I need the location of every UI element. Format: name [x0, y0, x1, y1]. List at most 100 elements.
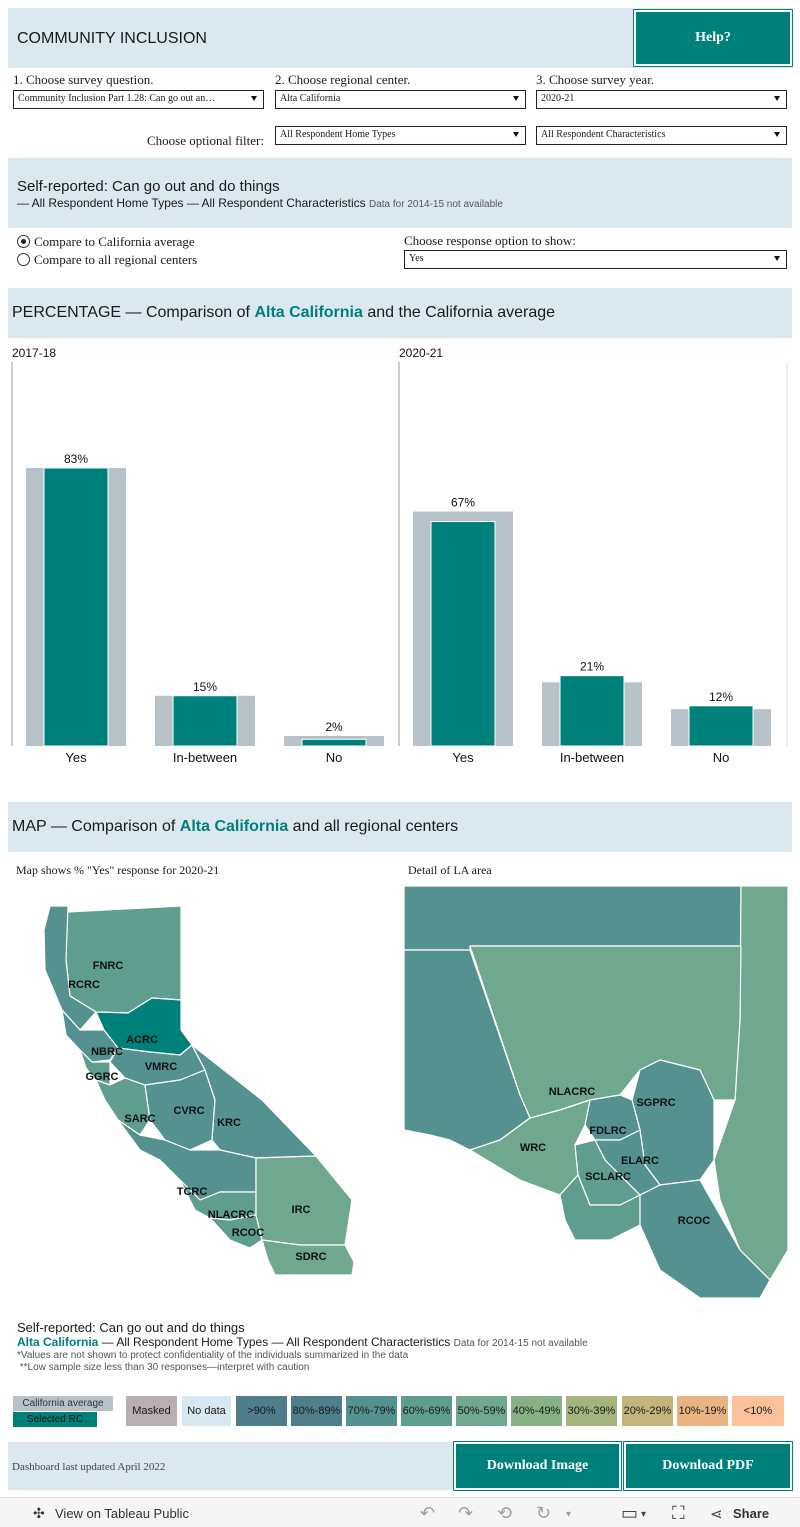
map-header-suffix: and all regional centers — [288, 818, 459, 835]
map-label-acrc: ACRC — [126, 1034, 158, 1046]
la-label-rcoc: RCOC — [678, 1215, 710, 1227]
la-label-sgprc: SGPRC — [636, 1097, 675, 1109]
map-label-rcoc: RCOC — [232, 1227, 264, 1239]
compare-all-label[interactable]: Compare to all regional centers — [34, 252, 198, 267]
share-button[interactable]: Share — [733, 1506, 770, 1521]
map-header: MAP — Comparison of Alta California and … — [12, 818, 458, 836]
summary-subtitle: — All Respondent Home Types — All Respon… — [17, 196, 503, 210]
la-region-rcoc — [639, 1179, 771, 1299]
fullscreen-icon[interactable]: ⛶ — [672, 1503, 685, 1523]
la-region-north — [404, 885, 742, 951]
la-map-labels: NLACRC SGPRC FDLRC WRC ELARC SCLARC RCOC — [520, 1086, 710, 1227]
legend-item: 10%-19% — [677, 1396, 728, 1426]
compare-all-radio[interactable] — [17, 253, 30, 266]
summary-title: Self-reported: Can go out and do things — [17, 178, 280, 195]
chevron-down-icon — [774, 256, 780, 261]
legend-item: Masked — [126, 1396, 177, 1426]
map-label-rcrc: RCRC — [68, 979, 100, 991]
response-option-dropdown[interactable]: Yes — [404, 250, 787, 269]
help-button[interactable]: Help? — [633, 9, 793, 67]
category-label: No — [326, 750, 343, 765]
download-image-button[interactable]: Download Image — [453, 1441, 622, 1491]
panel-year-label: 2017-18 — [12, 346, 56, 360]
la-label-sclarc: SCLARC — [585, 1171, 631, 1183]
la-label-fdlrc: FDLRC — [589, 1125, 626, 1137]
map-caption: Map shows % "Yes" response for 2020-21 — [16, 863, 220, 877]
chevron-down-icon — [774, 96, 780, 101]
question-dropdown[interactable]: Community Inclusion Part 1.28: Can go ou… — [13, 90, 264, 109]
home-type-dropdown[interactable]: All Respondent Home Types — [275, 126, 526, 145]
map-label-cvrc: CVRC — [173, 1105, 204, 1117]
chevron-down-icon — [513, 96, 519, 101]
category-label: In-between — [560, 750, 624, 765]
redo-icon[interactable]: ↷ — [458, 1503, 474, 1523]
map-header-band — [8, 802, 792, 852]
bar-selected-rc — [43, 467, 109, 747]
footer-summary-rc: Alta California — [17, 1335, 99, 1349]
bar-value-label: 67% — [451, 496, 475, 510]
footnote-confidential: *Values are not shown to protect confide… — [17, 1350, 409, 1361]
map-label-sdrc: SDRC — [295, 1251, 326, 1263]
home-type-value: All Respondent Home Types — [280, 129, 396, 140]
revert-icon[interactable]: ⟲ — [497, 1503, 513, 1523]
bar-value-label: 2% — [325, 720, 343, 734]
compare-ca-radio[interactable] — [17, 235, 30, 248]
map-label-tcrc: TCRC — [177, 1186, 208, 1198]
legend-item: No data — [182, 1396, 231, 1426]
bar-chart: 2017-18 83% Yes 15% In-between 2% No 2020-21 67%… — [11, 346, 788, 765]
legend-ca-average: California average — [13, 1396, 113, 1411]
legend-item: 40%-49% — [511, 1396, 562, 1426]
footer-summary-line: Alta California — All Respondent Home Ty… — [17, 1335, 588, 1349]
category-label: No — [713, 750, 730, 765]
rc-dropdown[interactable]: Alta California — [275, 90, 526, 109]
legend-item: 60%-69% — [401, 1396, 452, 1426]
footer-summary-note: Data for 2014-15 not available — [453, 1338, 588, 1349]
chevron-down-icon[interactable]: ▾ — [566, 1509, 572, 1520]
legend-item: >90% — [236, 1396, 287, 1426]
year-label: 3. Choose survey year. — [536, 72, 655, 87]
share-icon[interactable]: ⋖ — [710, 1506, 723, 1523]
percentage-header-rc: Alta California — [254, 304, 363, 321]
summary-note: Data for 2014-15 not available — [368, 199, 503, 210]
map-label-krc: KRC — [217, 1117, 241, 1129]
download-pdf-button[interactable]: Download PDF — [623, 1441, 793, 1491]
la-label-wrc: WRC — [520, 1142, 546, 1154]
percentage-header-suffix: and the California average — [362, 304, 556, 321]
bar-value-label: 83% — [64, 452, 88, 466]
percentage-header: PERCENTAGE — Comparison of Alta Californ… — [12, 304, 555, 322]
rc-value: Alta California — [280, 93, 341, 104]
response-option-value: Yes — [409, 253, 424, 264]
tableau-toolbar — [0, 1497, 800, 1527]
year-dropdown[interactable]: 2020-21 — [536, 90, 787, 109]
legend-item: 80%-89% — [291, 1396, 342, 1426]
map-label-irc: IRC — [292, 1204, 311, 1216]
legend-selected-rc: Selected RC — [13, 1412, 97, 1427]
comment-icon[interactable]: ▭ — [621, 1503, 639, 1523]
la-detail-map[interactable]: NLACRC SGPRC FDLRC WRC ELARC SCLARC RCOC — [404, 885, 788, 1299]
chevron-down-icon[interactable]: ▾ — [641, 1509, 647, 1520]
refresh-icon[interactable]: ↻ — [536, 1503, 552, 1523]
legend-item: 20%-29% — [622, 1396, 673, 1426]
updated-band — [8, 1442, 454, 1490]
legend-item: <10% — [732, 1396, 784, 1426]
characteristics-value: All Respondent Characteristics — [541, 129, 666, 140]
legend-item: 50%-59% — [456, 1396, 507, 1426]
characteristics-dropdown[interactable]: All Respondent Characteristics — [536, 126, 787, 145]
legend-item: 70%-79% — [346, 1396, 397, 1426]
bar-selected-rc — [559, 675, 625, 747]
optional-filter-label: Choose optional filter: — [147, 133, 264, 148]
undo-icon[interactable]: ↶ — [420, 1503, 436, 1523]
bar-value-label: 21% — [580, 660, 604, 674]
california-map[interactable]: FNRC RCRC ACRC NBRC GGRC VMRC SARC CVRC … — [30, 900, 370, 1290]
chevron-down-icon — [774, 132, 780, 137]
map-label-vmrc: VMRC — [145, 1061, 177, 1073]
map-label-fnrc: FNRC — [93, 960, 124, 972]
map-header-prefix: MAP — Comparison of — [12, 818, 180, 835]
footnote-low-sample: **Low sample size less than 30 responses… — [17, 1362, 310, 1373]
view-on-tableau-link[interactable]: View on Tableau Public — [55, 1506, 189, 1521]
compare-ca-label[interactable]: Compare to California average — [34, 234, 195, 249]
category-label: In-between — [173, 750, 237, 765]
la-label-nlacrc: NLACRC — [549, 1086, 595, 1098]
bar-selected-rc — [688, 705, 754, 747]
map-label-nbrc: NBRC — [91, 1046, 123, 1058]
